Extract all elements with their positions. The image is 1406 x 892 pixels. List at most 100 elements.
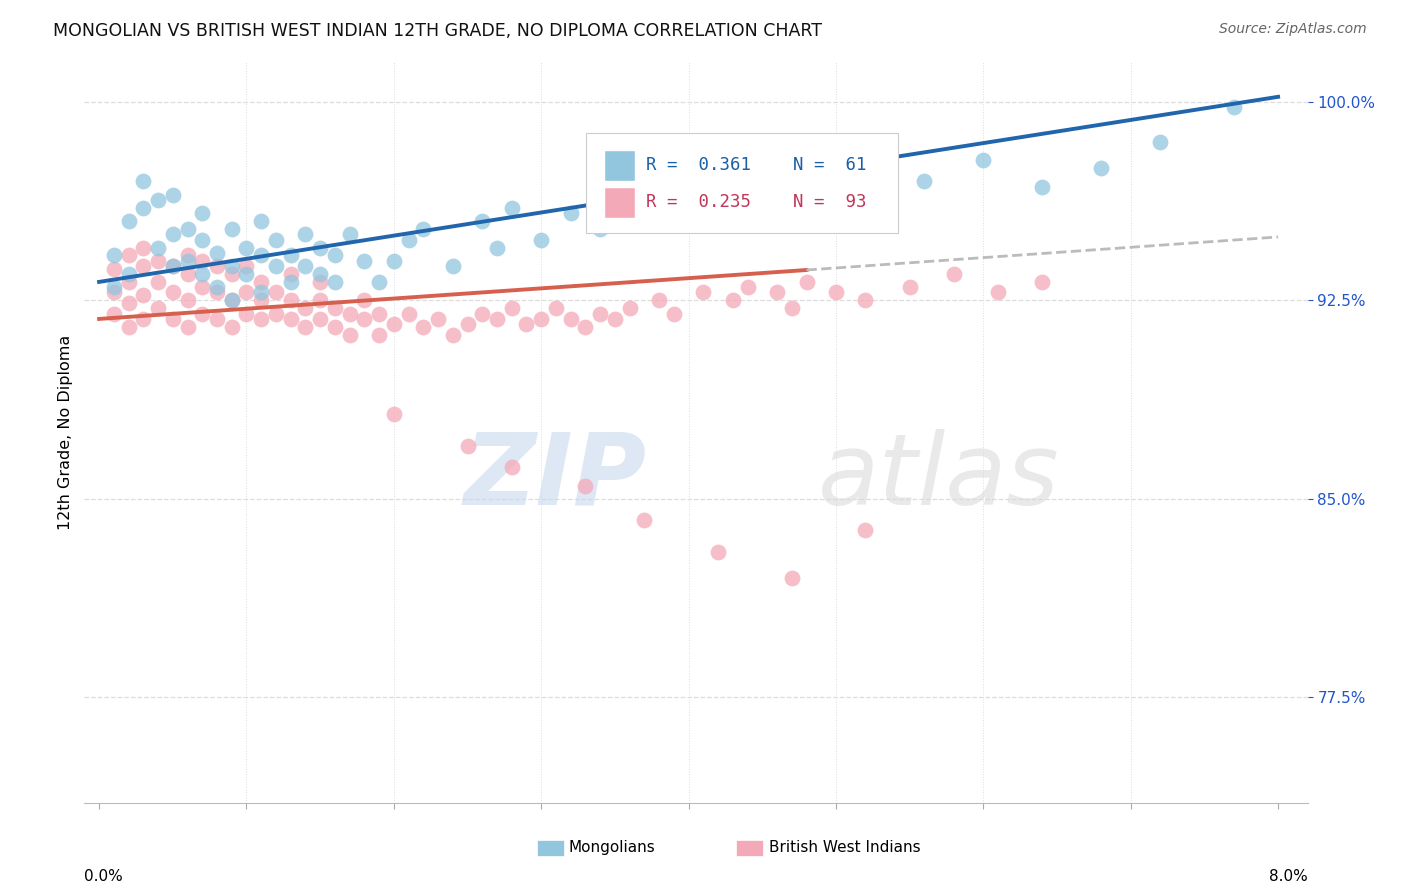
Point (162, 285, 184, 300)
Point (250, 275, 273, 289)
Point (560, 206, 582, 220)
Point (692, 206, 714, 220)
Point (264, 259, 287, 273)
Point (221, 319, 243, 334)
Point (619, 301, 641, 316)
Point (398, 233, 420, 247)
Point (132, 288, 155, 302)
Point (250, 214, 273, 228)
Point (103, 285, 125, 300)
Point (132, 240, 155, 255)
Point (309, 267, 332, 281)
Point (176, 253, 198, 268)
Point (132, 174, 155, 188)
Point (264, 233, 287, 247)
Text: Mongolians: Mongolians (569, 839, 655, 855)
Point (205, 312, 228, 326)
Point (132, 259, 155, 273)
Point (339, 327, 361, 342)
Point (501, 301, 523, 316)
Point (323, 275, 346, 289)
Point (132, 312, 155, 326)
Point (280, 293, 302, 308)
Point (205, 285, 228, 300)
Point (309, 240, 332, 255)
Point (1031, 275, 1053, 289)
Point (471, 214, 494, 228)
Bar (537, 840, 564, 856)
Point (221, 267, 243, 281)
Text: 0.0%: 0.0% (84, 869, 124, 884)
Point (412, 319, 434, 334)
Point (221, 293, 243, 308)
Point (427, 312, 450, 326)
Point (176, 248, 198, 262)
Point (103, 248, 125, 262)
Point (825, 169, 848, 183)
Point (191, 233, 214, 247)
Point (280, 312, 302, 326)
Point (205, 280, 228, 294)
Point (250, 285, 273, 300)
Text: atlas: atlas (818, 428, 1060, 525)
Point (692, 285, 714, 300)
Point (191, 253, 214, 268)
FancyBboxPatch shape (586, 133, 898, 233)
Point (280, 267, 302, 281)
Point (912, 174, 935, 188)
Point (633, 513, 655, 527)
Point (353, 293, 375, 308)
Point (869, 161, 891, 176)
Point (457, 439, 479, 453)
Point (574, 478, 596, 492)
Point (309, 293, 332, 308)
Point (368, 275, 391, 289)
Point (368, 307, 391, 321)
Point (191, 206, 214, 220)
Point (574, 319, 596, 334)
Point (146, 275, 169, 289)
Point (796, 275, 818, 289)
Point (560, 312, 582, 326)
Point (515, 317, 537, 331)
Point (176, 267, 198, 281)
Point (146, 240, 169, 255)
Point (412, 222, 434, 236)
Point (221, 259, 243, 273)
Point (103, 307, 125, 321)
Point (264, 307, 287, 321)
Point (323, 248, 346, 262)
Point (780, 301, 803, 316)
Point (235, 267, 257, 281)
Point (648, 187, 671, 202)
Point (825, 285, 848, 300)
Point (205, 245, 228, 260)
Point (780, 571, 803, 585)
Point (294, 301, 316, 316)
Point (235, 307, 257, 321)
Point (353, 312, 375, 326)
Bar (737, 840, 763, 856)
Point (855, 293, 877, 308)
Text: 8.0%: 8.0% (1268, 869, 1308, 884)
Point (855, 524, 877, 538)
Point (103, 280, 125, 294)
Point (721, 293, 744, 308)
Point (117, 267, 139, 281)
Point (221, 293, 243, 308)
Point (721, 214, 744, 228)
Point (176, 293, 198, 308)
Text: Source: ZipAtlas.com: Source: ZipAtlas.com (1219, 22, 1367, 37)
Point (250, 248, 273, 262)
Point (250, 312, 273, 326)
Bar (605, 150, 636, 181)
Point (117, 319, 139, 334)
Point (146, 193, 169, 207)
Point (221, 222, 243, 236)
Point (972, 153, 994, 168)
Text: MONGOLIAN VS BRITISH WEST INDIAN 12TH GRADE, NO DIPLOMA CORRELATION CHART: MONGOLIAN VS BRITISH WEST INDIAN 12TH GR… (53, 22, 823, 40)
Point (339, 307, 361, 321)
Point (501, 201, 523, 215)
Point (368, 327, 391, 342)
Point (191, 280, 214, 294)
